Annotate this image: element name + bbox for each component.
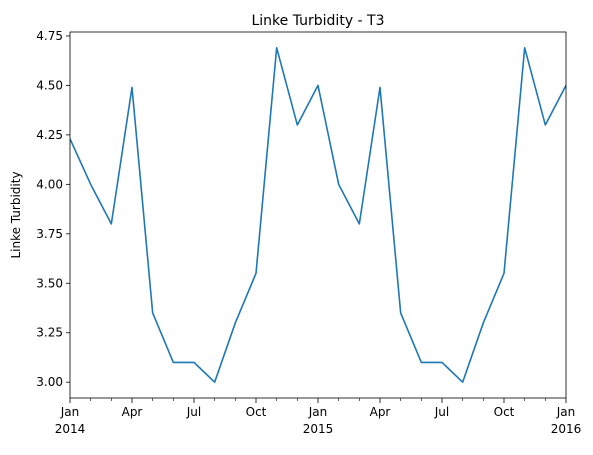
x-tick-label-month: Jul <box>186 405 201 419</box>
x-tick-label-month: Jul <box>434 405 449 419</box>
x-tick-label-month: Jan <box>556 405 576 419</box>
y-axis-label: Linke Turbidity <box>9 171 23 258</box>
y-tick-label: 3.75 <box>36 227 63 241</box>
y-tick-label: 4.25 <box>36 128 63 142</box>
x-tick-label-year: 2016 <box>551 422 582 436</box>
y-tick-label: 4.75 <box>36 29 63 43</box>
y-tick-label: 3.25 <box>36 326 63 340</box>
x-tick-label-month: Oct <box>246 405 267 419</box>
x-tick-label-month: Apr <box>122 405 143 419</box>
x-tick-label-month: Jan <box>60 405 80 419</box>
y-tick-label: 3.50 <box>36 276 63 290</box>
x-tick-label-year: 2015 <box>303 422 334 436</box>
x-tick-label-month: Jan <box>308 405 328 419</box>
y-tick-label: 4.00 <box>36 177 63 191</box>
y-tick-label: 4.50 <box>36 78 63 92</box>
x-tick-label-year: 2014 <box>55 422 86 436</box>
x-tick-label-month: Oct <box>494 405 515 419</box>
chart-title: Linke Turbidity - T3 <box>251 13 384 29</box>
y-tick-label: 3.00 <box>36 375 63 389</box>
x-tick-label-month: Apr <box>370 405 391 419</box>
